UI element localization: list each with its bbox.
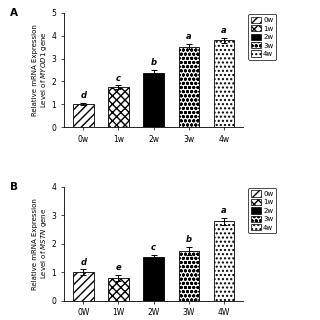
Text: c: c: [151, 243, 156, 252]
Bar: [179, 47, 199, 127]
Bar: [214, 221, 234, 301]
Text: e: e: [116, 263, 121, 272]
Bar: [214, 40, 234, 127]
Bar: [108, 87, 129, 127]
Legend: 0w, 1w, 2w, 3w, 4w: 0w, 1w, 2w, 3w, 4w: [248, 14, 276, 60]
Text: a: a: [221, 26, 227, 35]
Y-axis label: Relative mRNA Expression
Level of $\it{MSTN}$ gene: Relative mRNA Expression Level of $\it{M…: [32, 198, 49, 290]
Text: c: c: [116, 74, 121, 83]
Bar: [143, 257, 164, 301]
Text: a: a: [221, 206, 227, 215]
Text: d: d: [80, 91, 86, 100]
Bar: [179, 251, 199, 301]
Text: A: A: [10, 8, 18, 18]
Text: b: b: [151, 58, 156, 67]
Bar: [73, 104, 93, 127]
Bar: [73, 272, 93, 301]
Text: B: B: [10, 182, 18, 192]
Bar: [108, 278, 129, 301]
Legend: 0w, 1w, 2w, 3w, 4w: 0w, 1w, 2w, 3w, 4w: [248, 188, 276, 234]
Y-axis label: Relative mRNA Expression
Level of $\it{MYOD1}$ gene: Relative mRNA Expression Level of $\it{M…: [32, 24, 49, 116]
Text: b: b: [186, 235, 192, 244]
Text: a: a: [186, 33, 192, 42]
Bar: [143, 73, 164, 127]
Text: d: d: [80, 258, 86, 267]
